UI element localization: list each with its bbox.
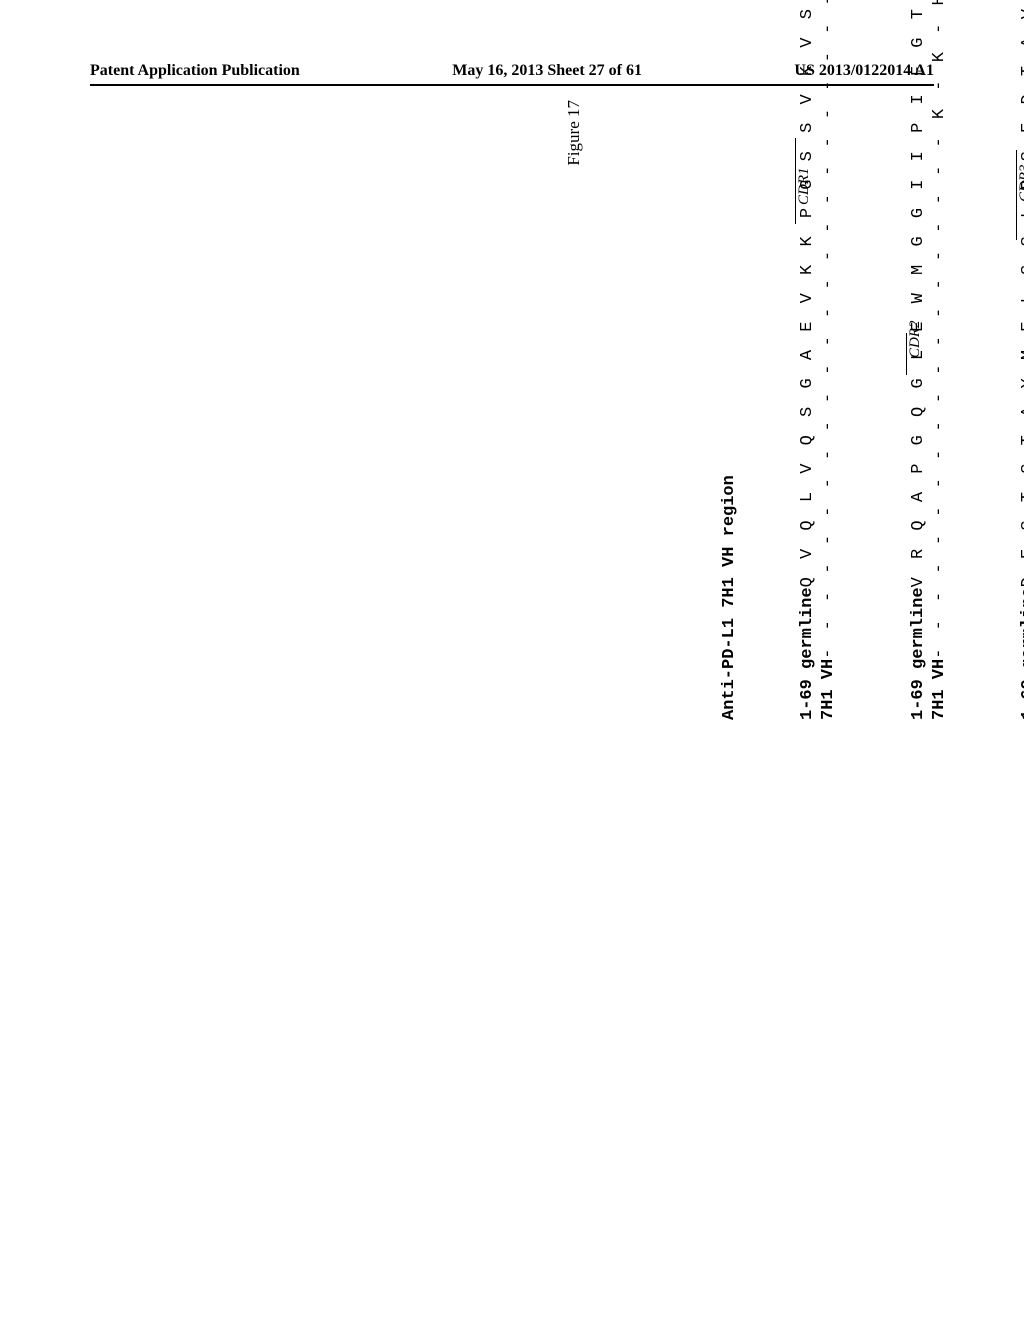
cdr-label: CDR3 xyxy=(1017,165,1024,203)
row-seq: V R Q A P G Q G L E W M G G I I P I F G … xyxy=(908,0,929,587)
alignment-block: CDR3 1-69 germline D E S T S T A Y M E L… xyxy=(1000,0,1024,720)
header-center: May 16, 2013 Sheet 27 of 61 xyxy=(452,62,642,80)
row-seq: - - - - - - - - - - - - - - - - - - - - … xyxy=(818,0,839,659)
row-label: 1-69 germline xyxy=(1018,587,1024,720)
cdr-label: CDR2 xyxy=(907,321,924,359)
row-label: 7H1 VH xyxy=(818,659,839,720)
alignment-block: CDR1 1-69 germline Q V Q L V Q S G A E V… xyxy=(779,0,840,720)
cdr-label-row: CDR1 xyxy=(779,0,797,550)
cdr-underline xyxy=(1016,150,1017,240)
row-label: 7H1 VH xyxy=(929,659,950,720)
alignment-block: CDR2 1-69 germline V R Q A P G Q G L E W… xyxy=(890,0,951,720)
cdr-label-row: CDR2 xyxy=(890,0,908,550)
seq-row: 7H1 VH - - - - - - - - - - - - - - - - -… xyxy=(818,0,839,720)
cdr-label: CDR1 xyxy=(796,168,813,206)
cdr-underline xyxy=(795,138,796,224)
seq-row: 1-69 germline Q V Q L V Q S G A E V K K … xyxy=(797,0,818,720)
sequence-alignment: Anti-PD-L1 7H1 VH region CDR1 1-69 germl… xyxy=(720,0,1024,720)
seq-row: 7H1 VH - - - - - - - - - - - - - - - - -… xyxy=(929,0,950,720)
header-left: Patent Application Publication xyxy=(90,62,300,80)
row-seq: - - - - - - - - - - - - - - - - - - - K … xyxy=(929,0,950,659)
row-label: 1-69 germline xyxy=(908,587,929,720)
figure-caption: Figure 17 xyxy=(564,100,584,166)
alignment-title: Anti-PD-L1 7H1 VH region xyxy=(720,0,739,720)
row-label: 1-69 germline xyxy=(797,587,818,720)
page: Patent Application Publication May 16, 2… xyxy=(0,0,1024,1320)
cdr-underline xyxy=(906,333,907,375)
seq-row: 1-69 germline V R Q A P G Q G L E W M G … xyxy=(908,0,929,720)
seq-row: 1-69 germline D E S T S T A Y M E L S S … xyxy=(1018,0,1024,720)
cdr-label-row: CDR3 xyxy=(1000,0,1018,550)
row-seq: Q V Q L V Q S G A E V K K P G S S V K V … xyxy=(797,0,818,587)
row-seq: D E S T S T A Y M E L S S L R S E D T A … xyxy=(1018,0,1024,587)
